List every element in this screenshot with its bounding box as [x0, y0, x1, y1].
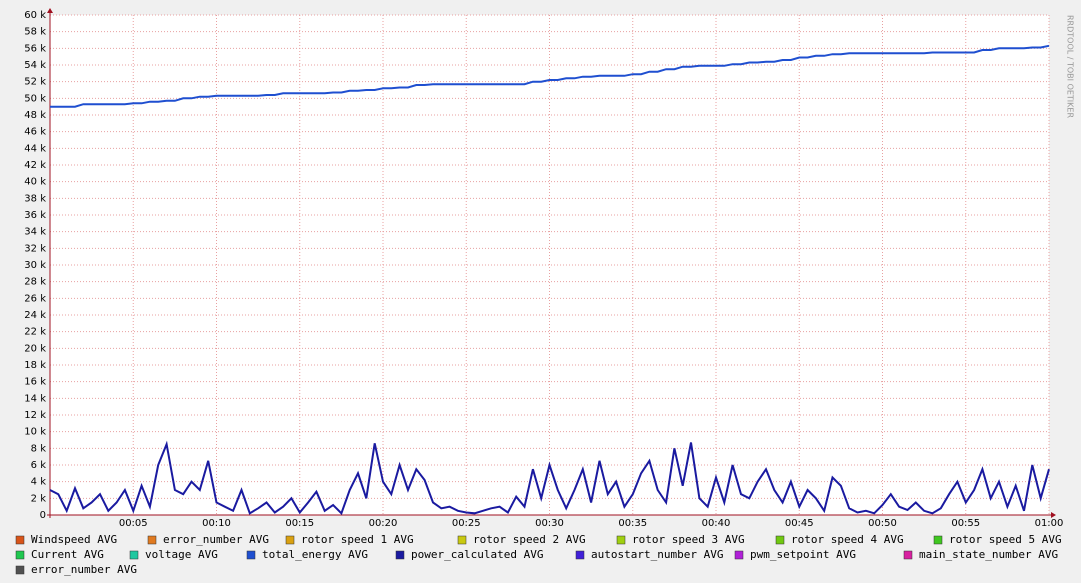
legend-label: total_energy AVG: [262, 548, 368, 561]
x-tick-label: 00:30: [535, 518, 564, 529]
y-tick-label: 52 k: [24, 77, 46, 88]
legend-swatch: [15, 535, 25, 545]
x-tick-label: 00:15: [285, 518, 314, 529]
y-tick-label: 50 k: [24, 93, 46, 104]
x-tick-label: 00:50: [868, 518, 897, 529]
legend-label: rotor speed 4 AVG: [791, 533, 904, 546]
series-line: [50, 44, 1050, 108]
axis-arrow: [1051, 512, 1056, 518]
legend-label: rotor speed 2 AVG: [473, 533, 586, 546]
y-tick-label: 30 k: [24, 260, 46, 271]
y-tick-label: 38 k: [24, 193, 46, 204]
y-tick-label: 28 k: [24, 277, 46, 288]
legend-swatch: [457, 535, 467, 545]
y-tick-label: 40 k: [24, 177, 46, 188]
legend-swatch: [734, 550, 744, 560]
legend-label: error_number AVG: [163, 533, 269, 546]
y-tick-label: 12 k: [24, 410, 46, 421]
x-tick-label: 00:35: [618, 518, 647, 529]
legend-swatch: [575, 550, 585, 560]
x-tick-label: 00:55: [951, 518, 980, 529]
y-tick-label: 2 k: [31, 493, 47, 504]
y-tick-label: 10 k: [24, 427, 46, 438]
y-tick-label: 6 k: [31, 460, 47, 471]
legend-label: autostart_number AVG: [591, 548, 723, 561]
legend-label: error_number AVG: [31, 563, 137, 576]
y-tick-label: 20 k: [24, 343, 46, 354]
legend-label: main_state_number AVG: [919, 548, 1058, 561]
legend-swatch: [616, 535, 626, 545]
series-line: [49, 440, 1050, 516]
legend-swatch: [395, 550, 405, 560]
legend-label: Current AVG: [31, 548, 104, 561]
x-tick-label: 01:00: [1035, 518, 1064, 529]
y-tick-label: 36 k: [24, 210, 46, 221]
x-tick-label: 00:10: [202, 518, 231, 529]
y-tick-label: 60 k: [24, 10, 46, 21]
x-tick-label: 00:25: [452, 518, 481, 529]
legend-swatch: [775, 535, 785, 545]
legend-swatch: [147, 535, 157, 545]
y-tick-label: 14 k: [24, 393, 46, 404]
y-tick-label: 56 k: [24, 43, 46, 54]
y-tick-label: 54 k: [24, 60, 46, 71]
y-tick-label: 34 k: [24, 227, 46, 238]
x-tick-label: 00:05: [119, 518, 148, 529]
y-tick-label: 18 k: [24, 360, 46, 371]
axis-arrow: [47, 8, 53, 13]
legend-label: rotor speed 5 AVG: [949, 533, 1062, 546]
legend-swatch: [246, 550, 256, 560]
y-tick-label: 4 k: [31, 477, 47, 488]
legend-label: rotor speed 1 AVG: [301, 533, 414, 546]
y-tick-label: 26 k: [24, 293, 46, 304]
y-tick-label: 32 k: [24, 243, 46, 254]
legend-swatch: [933, 535, 943, 545]
legend-swatch: [15, 550, 25, 560]
legend-label: power_calculated AVG: [411, 548, 543, 561]
y-tick-label: 0: [40, 510, 46, 521]
x-tick-label: 00:40: [702, 518, 731, 529]
legend-swatch: [15, 565, 25, 575]
y-tick-label: 44 k: [24, 143, 46, 154]
y-tick-label: 16 k: [24, 377, 46, 388]
y-tick-label: 46 k: [24, 127, 46, 138]
x-tick-label: 00:45: [785, 518, 814, 529]
legend-swatch: [285, 535, 295, 545]
y-tick-label: 42 k: [24, 160, 46, 171]
y-tick-label: 22 k: [24, 327, 46, 338]
x-tick-label: 00:20: [369, 518, 398, 529]
y-tick-label: 8 k: [31, 443, 47, 454]
legend-swatch: [129, 550, 139, 560]
legend-label: Windspeed AVG: [31, 533, 117, 546]
legend-label: pwm_setpoint AVG: [750, 548, 856, 561]
legend-label: rotor speed 3 AVG: [632, 533, 745, 546]
y-tick-label: 24 k: [24, 310, 46, 321]
y-tick-label: 48 k: [24, 110, 46, 121]
y-tick-label: 58 k: [24, 27, 46, 38]
legend-label: voltage AVG: [145, 548, 218, 561]
legend-swatch: [903, 550, 913, 560]
watermark: RRDTOOL / TOBI OETIKER: [1066, 15, 1075, 118]
